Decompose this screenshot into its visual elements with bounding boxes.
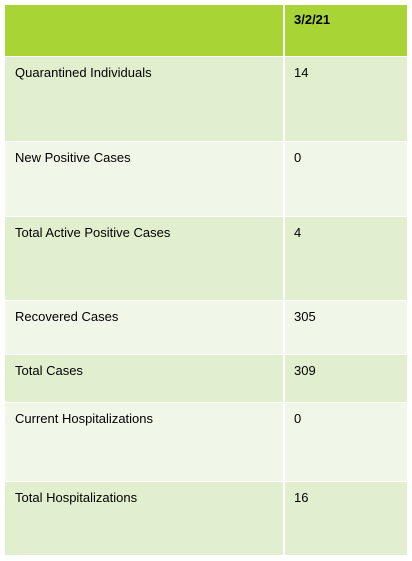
row-value: 14: [294, 64, 309, 80]
row-value: 309: [294, 362, 316, 378]
row-value-cell: 0: [284, 141, 408, 217]
table-row-recovered: Recovered Cases 305: [5, 300, 408, 355]
row-value: 16: [294, 489, 309, 505]
row-value-cell: 0: [284, 402, 408, 482]
row-value: 4: [294, 224, 302, 240]
row-label-cell: Current Hospitalizations: [5, 402, 285, 482]
table-row-new-positive: New Positive Cases 0: [5, 141, 408, 217]
row-value-cell: 16: [284, 481, 408, 556]
row-value-cell: 305: [284, 300, 408, 355]
row-value: 0: [294, 149, 302, 165]
row-label-cell: Recovered Cases: [5, 300, 285, 355]
table-row-total-cases: Total Cases 309: [5, 354, 408, 403]
header-date-cell: 3/2/21: [284, 5, 408, 57]
row-label: Recovered Cases: [15, 308, 119, 324]
table-header-row: 3/2/21: [5, 5, 408, 57]
row-label: Quarantined Individuals: [15, 64, 152, 80]
header-date: 3/2/21: [294, 12, 331, 27]
header-label-cell: [5, 5, 285, 57]
case-data-table: 3/2/21 Quarantined Individuals 14 New Po…: [5, 5, 408, 556]
row-value-cell: 14: [284, 56, 408, 142]
table-row-quarantined: Quarantined Individuals 14: [5, 56, 408, 142]
header-label: [5, 5, 283, 12]
row-label: New Positive Cases: [15, 149, 131, 165]
row-label-cell: New Positive Cases: [5, 141, 285, 217]
row-label-cell: Total Cases: [5, 354, 285, 403]
row-label-cell: Total Hospitalizations: [5, 481, 285, 556]
table-row-total-hospitalizations: Total Hospitalizations 16: [5, 481, 408, 556]
table-row-total-active: Total Active Positive Cases 4: [5, 216, 408, 301]
row-label: Total Hospitalizations: [15, 489, 138, 505]
table-row-current-hospitalizations: Current Hospitalizations 0: [5, 402, 408, 482]
row-value: 0: [294, 410, 302, 426]
row-label-cell: Total Active Positive Cases: [5, 216, 285, 301]
row-label-cell: Quarantined Individuals: [5, 56, 285, 142]
row-label: Total Cases: [15, 362, 83, 378]
row-label: Current Hospitalizations: [15, 410, 154, 426]
row-value-cell: 4: [284, 216, 408, 301]
row-value: 305: [294, 308, 316, 324]
row-label: Total Active Positive Cases: [15, 224, 171, 240]
row-value-cell: 309: [284, 354, 408, 403]
